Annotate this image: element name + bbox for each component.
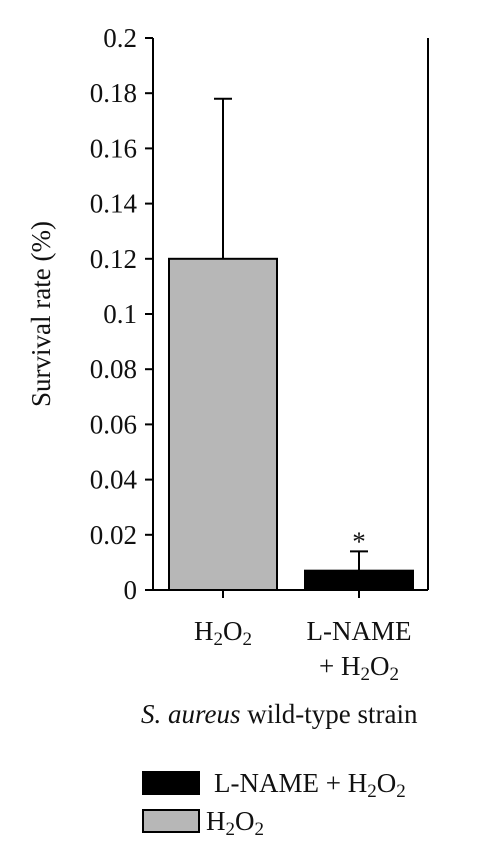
y-tick-label: 0.18	[90, 78, 137, 108]
x-category-label: + H2O2	[319, 651, 399, 685]
y-tick-label: 0.08	[90, 354, 137, 384]
significance-marker: *	[352, 526, 366, 556]
legend-label: L-NAME + H2O2	[214, 768, 406, 802]
legend-swatch	[142, 809, 200, 833]
x-category-label: H2O2	[194, 616, 252, 650]
y-axis-title: Survival rate (%)	[26, 221, 56, 407]
y-tick-label: 0.12	[90, 244, 137, 274]
bar	[304, 569, 414, 591]
y-tick-label: 0.1	[103, 299, 137, 329]
legend-label: H2O2	[206, 806, 264, 840]
y-tick-label: 0.14	[90, 189, 138, 219]
bar	[168, 257, 278, 591]
y-tick-label: 0	[124, 575, 138, 605]
y-tick-label: 0.16	[90, 133, 137, 163]
y-tick-label: 0.06	[90, 409, 137, 439]
y-tick-label: 0.2	[103, 23, 137, 53]
legend-swatch	[142, 771, 200, 795]
y-tick-label: 0.02	[90, 520, 137, 550]
x-axis-title: S. aureus wild-type strain	[141, 699, 418, 729]
y-tick-label: 0.04	[90, 465, 138, 495]
x-category-label: L-NAME	[307, 616, 412, 646]
